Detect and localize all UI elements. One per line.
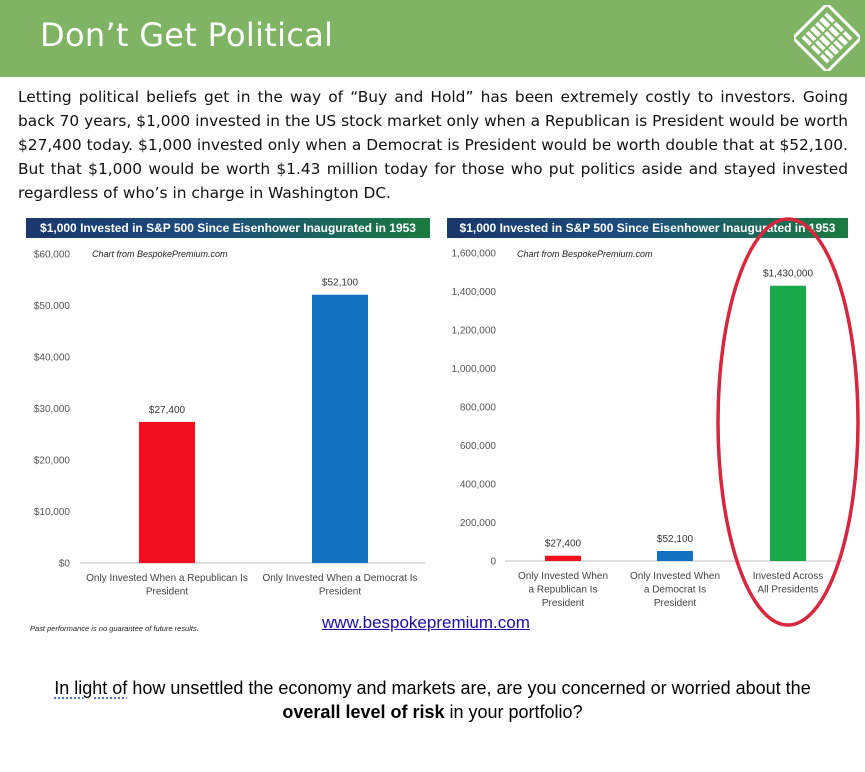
right-ytick-label: 200,000 <box>460 518 497 529</box>
right-category-label: President <box>542 598 584 609</box>
right-ytick-label: 1,200,000 <box>452 326 497 337</box>
left-chart-source: Chart from BespokePremium.com <box>92 249 228 259</box>
left-ytick-label: $10,000 <box>34 507 71 518</box>
right-bar <box>545 555 581 561</box>
right-bar-chart: Chart from BespokePremium.com 0 200,000 40… <box>452 249 845 609</box>
risk-question: In light of how unsettled the economy an… <box>30 676 835 724</box>
right-category-label: a Democrat Is <box>644 585 706 596</box>
left-data-label: $52,100 <box>322 278 359 289</box>
left-category-label: Only Invested When a Republican Is <box>86 573 248 584</box>
question-bold: overall level of risk <box>282 702 445 722</box>
disclaimer-footnote: Past performance is no guarantee of futu… <box>30 624 199 633</box>
right-category-label: a Republican Is <box>529 585 598 596</box>
intro-paragraph: Letting political beliefs get in the way… <box>18 88 848 202</box>
bespoke-link[interactable]: www.bespokepremium.com <box>322 613 530 632</box>
bespoke-logo-icon <box>794 5 860 71</box>
charts-canvas: Chart from BespokePremium.com $0 $10,000 $… <box>34 217 860 627</box>
right-ytick-label: 1,600,000 <box>452 249 497 260</box>
right-category-label: Only Invested When <box>630 571 720 582</box>
right-data-label: $27,400 <box>545 539 582 550</box>
right-chart-source: Chart from BespokePremium.com <box>517 249 653 259</box>
right-bar <box>657 550 693 561</box>
right-category-label: All Presidents <box>757 585 818 596</box>
right-ytick-label: 800,000 <box>460 403 497 414</box>
left-ytick-label: $0 <box>59 559 71 570</box>
left-chart-title: $1,000 Invested in S&P 500 Since Eisenho… <box>26 218 430 238</box>
right-ytick-label: 400,000 <box>460 480 497 491</box>
right-ytick-label: 600,000 <box>460 441 497 452</box>
left-data-label: $27,400 <box>149 405 186 416</box>
left-ytick-label: $30,000 <box>34 404 71 415</box>
header-bar: Don’t Get Political <box>0 0 865 77</box>
right-data-label: $52,100 <box>657 534 694 545</box>
right-ytick-label: 1,000,000 <box>452 364 497 375</box>
question-start: In light of <box>54 678 128 698</box>
right-ytick-label: 1,400,000 <box>452 287 497 298</box>
left-bar-chart: Chart from BespokePremium.com $0 $10,000 $… <box>34 249 425 598</box>
right-bar <box>770 285 806 561</box>
highlight-circle <box>716 217 860 627</box>
question-middle: how unsettled the economy and markets ar… <box>127 678 811 698</box>
left-ytick-label: $40,000 <box>34 353 71 364</box>
left-category-label: Only Invested When a Democrat Is <box>262 573 417 584</box>
left-category-label: President <box>146 587 188 598</box>
left-bar <box>139 421 195 563</box>
right-data-label: $1,430,000 <box>763 269 813 280</box>
left-ytick-label: $50,000 <box>34 301 71 312</box>
left-category-label: President <box>319 587 361 598</box>
question-end: in your portfolio? <box>444 702 583 722</box>
right-category-label: Invested Across <box>753 571 824 582</box>
left-bar <box>312 294 368 563</box>
right-chart-title: $1,000 Invested in S&P 500 Since Eisenho… <box>447 218 848 238</box>
left-ytick-label: $60,000 <box>34 250 71 261</box>
right-category-label: Only Invested When <box>518 571 608 582</box>
left-ytick-label: $20,000 <box>34 456 71 467</box>
page-title: Don’t Get Political <box>40 16 334 54</box>
right-ytick-label: 0 <box>490 557 496 568</box>
right-category-label: President <box>654 598 696 609</box>
